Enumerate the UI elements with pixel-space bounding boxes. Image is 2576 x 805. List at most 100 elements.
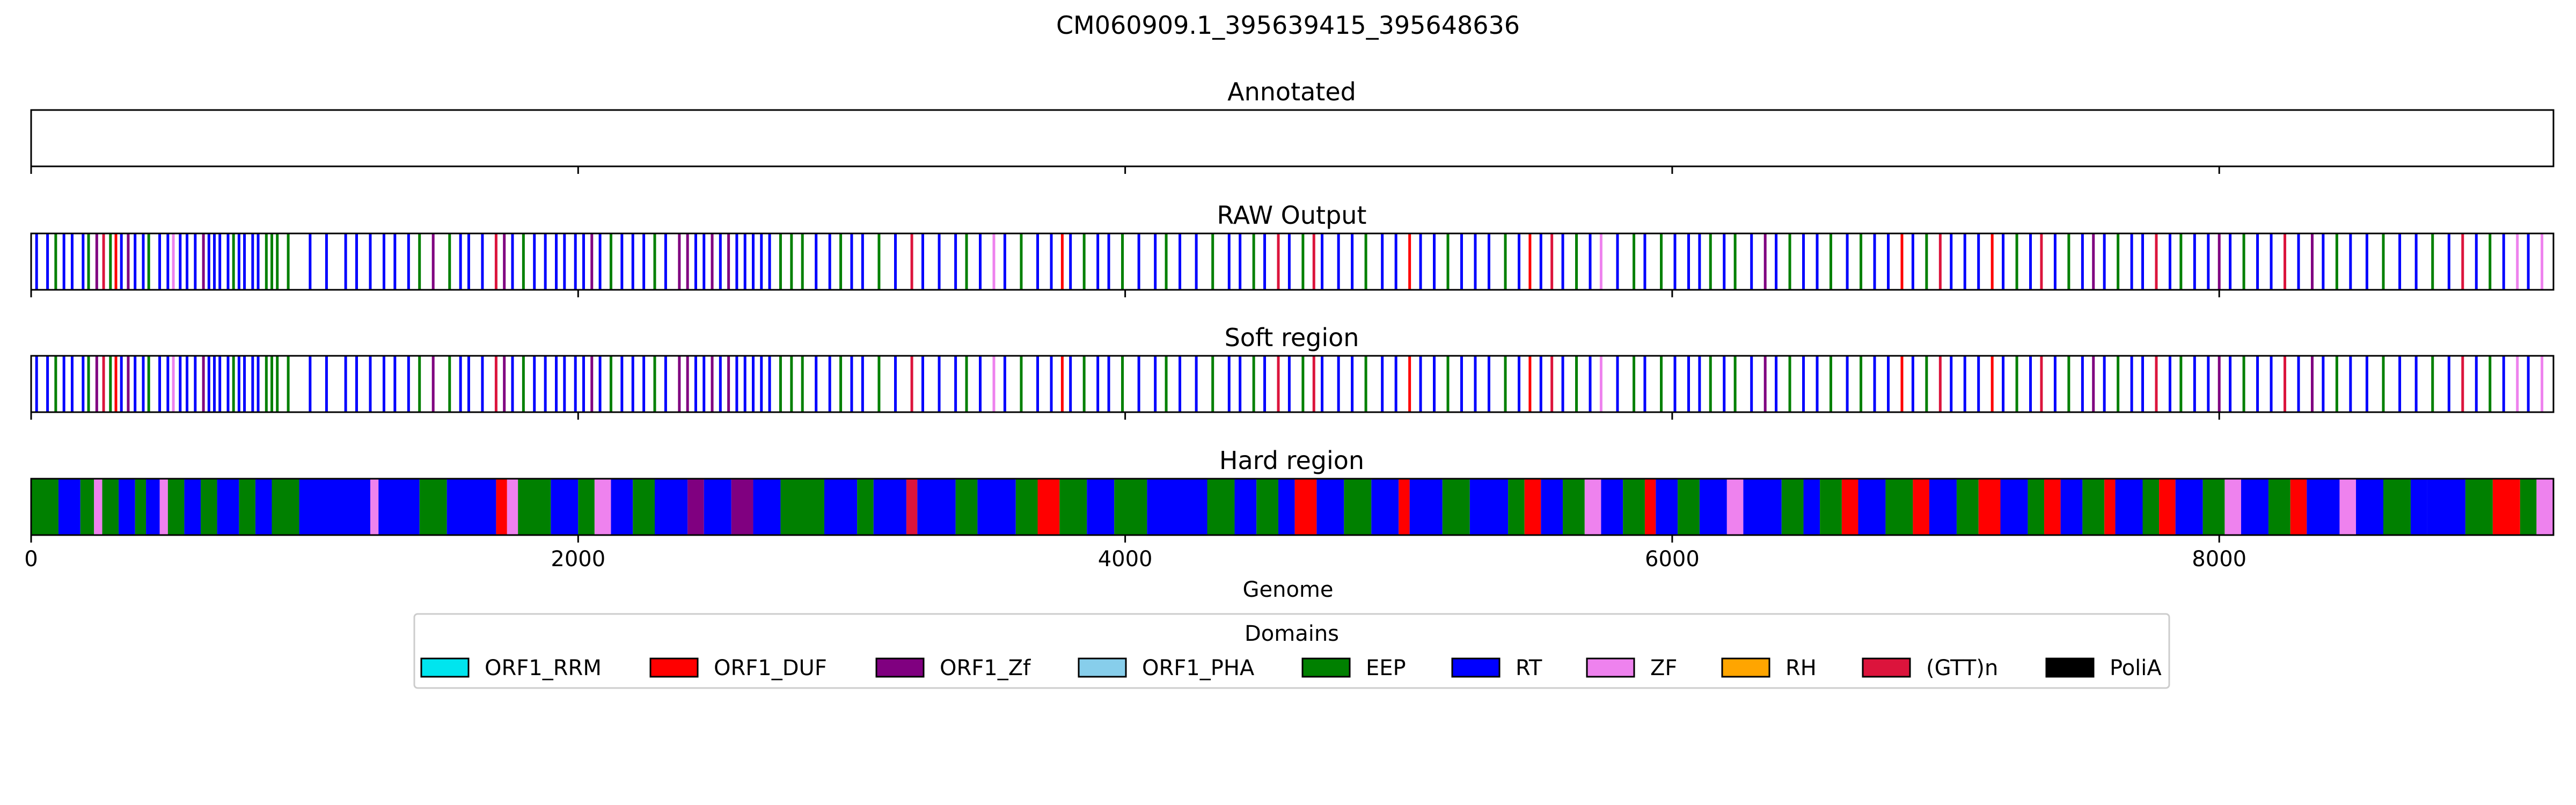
domain-block	[2339, 479, 2357, 535]
legend-entry: RH	[1721, 656, 1817, 680]
domain-block	[633, 479, 655, 535]
domain-block	[1885, 479, 1913, 535]
legend-label: ORF1_RRM	[485, 656, 602, 680]
panel-frame	[30, 478, 2555, 536]
domain-block	[447, 479, 496, 535]
legend-entry: PoliA	[2045, 656, 2162, 680]
domain-block	[272, 479, 299, 535]
x-axis-label: Genome	[1242, 577, 1333, 602]
legend-label: ORF1_PHA	[1142, 656, 1255, 680]
domain-block	[1087, 479, 1115, 535]
domain-block	[857, 479, 874, 535]
domain-block	[80, 479, 94, 535]
panels: Annotated RAW Output Soft region Hard regio…	[24, 77, 2555, 572]
panel-frame	[30, 355, 2555, 413]
legend-entry: (GTT)n	[1862, 656, 1998, 680]
legend-label: EEP	[1366, 656, 1406, 680]
domain-block	[1656, 479, 1678, 535]
legend-entry: ZF	[1586, 656, 1677, 680]
domain-block	[31, 479, 58, 535]
x-tick-label: 6000	[1645, 547, 1700, 572]
legend-swatch	[1451, 657, 1501, 678]
domain-block	[159, 479, 168, 535]
domain-block	[1820, 479, 1842, 535]
panel-background	[31, 233, 2553, 290]
legend-swatch	[1301, 657, 1351, 678]
domain-block	[239, 479, 255, 535]
domain-block	[1015, 479, 1038, 535]
panel-frame	[30, 232, 2555, 291]
legend-swatch	[2045, 657, 2095, 678]
legend-label: (GTT)n	[1926, 656, 1998, 680]
domain-block	[1524, 479, 1541, 535]
domain-block	[1956, 479, 1979, 535]
domain-block	[1858, 479, 1886, 535]
domain-block	[1037, 479, 1060, 535]
domain-block	[1929, 479, 1957, 535]
domain-block	[2241, 479, 2268, 535]
legend-label: RH	[1785, 656, 1817, 680]
domain-block	[824, 479, 858, 535]
panel-title: Soft region	[1225, 323, 1359, 352]
domain-block	[518, 479, 551, 535]
domain-block	[611, 479, 633, 535]
domain-block	[119, 479, 135, 535]
domain-block	[1442, 479, 1470, 535]
panel-annotated: Annotated	[30, 77, 2555, 174]
domain-block	[2175, 479, 2203, 535]
legend-label: ORF1_Zf	[940, 656, 1031, 680]
panel-title: Hard region	[1219, 446, 1364, 475]
legend-swatch	[1721, 657, 1770, 678]
legend-entry: EEP	[1301, 656, 1406, 680]
domain-block	[2115, 479, 2143, 535]
domain-block	[2356, 479, 2383, 535]
domain-block	[1841, 479, 1858, 535]
chart-title: CM060909.1_395639415_395648636	[1056, 11, 1520, 40]
domain-block	[1584, 479, 1601, 535]
domain-block	[1207, 479, 1235, 535]
domain-block	[378, 479, 420, 535]
domain-block	[255, 479, 272, 535]
domain-block	[2028, 479, 2045, 535]
domain-block	[2202, 479, 2225, 535]
domain-block	[1508, 479, 1525, 535]
domain-block	[58, 479, 80, 535]
domain-block	[1978, 479, 2001, 535]
domain-block	[1781, 479, 1804, 535]
domain-block	[2044, 479, 2061, 535]
domain-block	[1743, 479, 1782, 535]
domain-block	[2520, 479, 2537, 535]
domain-block	[2224, 479, 2241, 535]
domain-block	[2410, 479, 2427, 535]
domain-block	[1399, 479, 1410, 535]
domain-block	[94, 479, 103, 535]
domain-block	[419, 479, 447, 535]
legend-swatch	[649, 657, 699, 678]
legend-swatch	[1586, 657, 1635, 678]
legend-label: PoliA	[2110, 656, 2162, 680]
domain-block	[917, 479, 956, 535]
domain-block	[2060, 479, 2083, 535]
legend-label: ORF1_DUF	[714, 656, 827, 680]
legend-entry: RT	[1451, 656, 1542, 680]
legend-entry: ORF1_PHA	[1078, 656, 1255, 680]
legend-title: Domains	[1245, 621, 1339, 646]
domain-block	[594, 479, 611, 535]
domain-block	[2290, 479, 2307, 535]
domain-block	[1644, 479, 1656, 535]
x-tick-label: 2000	[551, 547, 605, 572]
panel-raw-output: RAW Output	[30, 201, 2555, 297]
domain-block	[2536, 479, 2553, 535]
domain-block	[146, 479, 160, 535]
domain-block	[200, 479, 217, 535]
domain-block	[2268, 479, 2290, 535]
domain-block	[753, 479, 781, 535]
domain-block	[1256, 479, 1279, 535]
domain-block	[731, 479, 753, 535]
x-tick-label: 4000	[1098, 547, 1153, 572]
domain-block	[167, 479, 185, 535]
panel-background	[31, 110, 2553, 166]
domain-block	[2427, 479, 2465, 535]
domain-block	[496, 479, 507, 535]
